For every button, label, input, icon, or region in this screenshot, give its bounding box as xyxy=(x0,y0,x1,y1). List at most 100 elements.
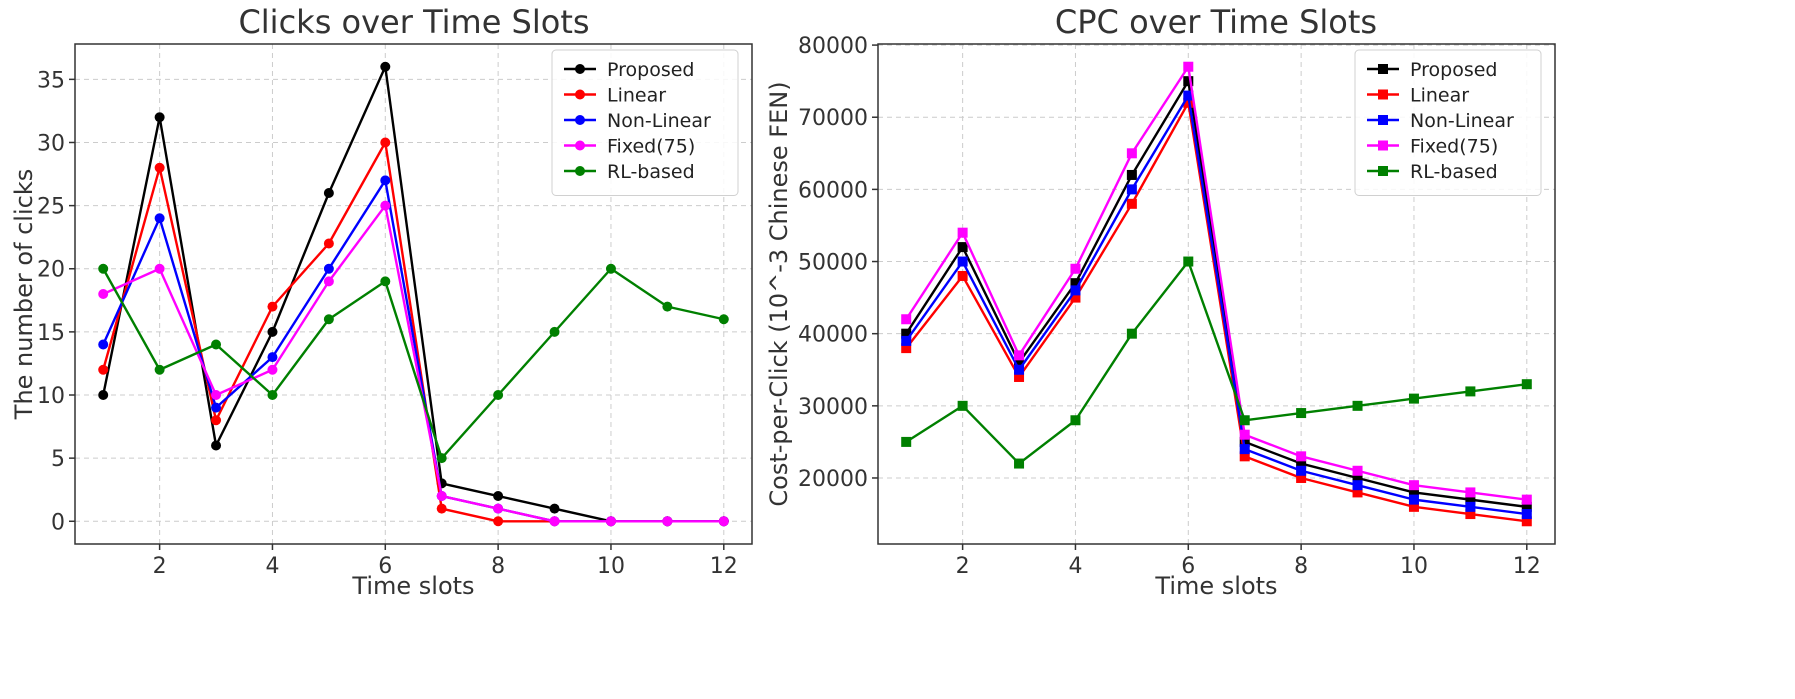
chart-title: CPC over Time Slots xyxy=(1055,3,1377,41)
legend-item-fixed-75: Fixed(75) xyxy=(1367,136,1498,158)
plot-area-frame xyxy=(877,43,1556,545)
data-point xyxy=(549,516,560,527)
data-point xyxy=(493,390,504,401)
data-point xyxy=(211,402,222,413)
series-non-linear xyxy=(901,90,1532,520)
data-point xyxy=(436,453,447,464)
y-tick-label: 60000 xyxy=(798,178,868,203)
legend-item-proposed: Proposed xyxy=(564,59,694,81)
data-point xyxy=(1521,501,1532,512)
data-point xyxy=(211,339,222,350)
data-point xyxy=(957,400,968,411)
series-line xyxy=(102,204,724,523)
legend-box xyxy=(1354,49,1542,196)
series-line xyxy=(905,79,1527,509)
data-point xyxy=(662,301,673,312)
data-point xyxy=(1296,472,1307,483)
legend-item-non-linear: Non-Linear xyxy=(564,110,711,132)
data-point xyxy=(1408,393,1419,404)
data-point xyxy=(1465,509,1476,520)
data-point xyxy=(98,289,109,299)
y-tick-label: 70000 xyxy=(798,106,868,131)
data-point xyxy=(323,263,334,274)
data-point xyxy=(1239,451,1250,462)
data-point xyxy=(380,276,391,287)
data-point xyxy=(1408,480,1419,491)
legend-box xyxy=(551,49,739,196)
y-tick-label: 25 xyxy=(37,195,65,220)
data-point xyxy=(98,339,109,350)
y-tick-label: 50000 xyxy=(798,251,868,276)
x-axis-label: Time slots xyxy=(1154,572,1277,600)
data-point xyxy=(901,436,912,447)
data-point xyxy=(211,440,222,451)
data-point xyxy=(493,516,504,527)
data-point xyxy=(1296,458,1307,469)
data-point xyxy=(605,516,616,527)
data-point xyxy=(380,61,391,72)
legend-label: RL-based xyxy=(607,161,695,183)
legend-label: Linear xyxy=(1410,85,1469,107)
legend-item-proposed: Proposed xyxy=(1367,59,1497,81)
y-tick-label: 30000 xyxy=(798,395,868,420)
data-point xyxy=(323,276,334,287)
y-tick-label: 0 xyxy=(51,510,65,535)
data-point xyxy=(1408,494,1419,505)
data-point xyxy=(718,314,729,325)
data-point xyxy=(154,162,165,173)
data-point xyxy=(493,503,504,514)
chart-1: 2 4 6 8 10 12 0 5 10 15 20 25 30 35 Clicks over Time S… xyxy=(10,3,753,600)
data-point xyxy=(267,364,278,375)
data-point xyxy=(1465,487,1476,498)
data-point xyxy=(1014,350,1025,361)
series-rl-based xyxy=(98,263,729,464)
data-point xyxy=(549,326,560,337)
data-point xyxy=(1014,458,1025,469)
data-point xyxy=(1521,379,1532,390)
data-point xyxy=(1408,487,1419,498)
data-point xyxy=(267,352,278,363)
series-rl-based xyxy=(901,256,1532,469)
data-point xyxy=(154,364,165,375)
data-point xyxy=(1126,169,1137,180)
legend-marker xyxy=(575,166,585,176)
y-tick-label: 40000 xyxy=(798,323,868,348)
legend-marker xyxy=(575,89,585,100)
data-point xyxy=(436,503,447,514)
data-point xyxy=(1352,465,1363,476)
data-point xyxy=(549,503,560,514)
data-point xyxy=(901,314,912,325)
data-point xyxy=(1014,364,1025,375)
x-tick-label: 12 xyxy=(1513,554,1541,579)
data-point xyxy=(154,213,165,224)
data-point xyxy=(1296,408,1307,419)
y-axis-label: The number of clicks xyxy=(10,169,38,420)
legend-item-rl-based: RL-based xyxy=(564,161,695,183)
data-point xyxy=(323,314,334,325)
y-tick-label: 20 xyxy=(37,258,65,283)
y-tick-label: 20000 xyxy=(798,467,868,492)
legend-item-fixed-75: Fixed(75) xyxy=(564,136,695,158)
data-point xyxy=(1521,516,1532,527)
data-point xyxy=(98,390,109,401)
data-point xyxy=(1465,501,1476,512)
x-tick-label: 2 xyxy=(956,554,970,579)
chart-title: Clicks over Time Slots xyxy=(238,3,589,41)
legend-item-non-linear: Non-Linear xyxy=(1367,110,1514,132)
legend-marker xyxy=(1378,115,1388,125)
legend-item-linear: Linear xyxy=(1367,85,1469,107)
x-tick-label: 4 xyxy=(265,554,279,579)
data-point xyxy=(1296,465,1307,476)
legend-marker xyxy=(575,140,585,151)
y-tick-label: 5 xyxy=(51,447,65,472)
data-point xyxy=(323,238,334,249)
data-point xyxy=(380,200,391,211)
series-fixed-75 xyxy=(901,61,1532,505)
data-point xyxy=(154,263,165,274)
data-point xyxy=(1183,61,1194,72)
data-point xyxy=(211,390,222,401)
data-point xyxy=(662,516,673,527)
data-point xyxy=(1465,494,1476,505)
data-point xyxy=(1070,278,1081,289)
